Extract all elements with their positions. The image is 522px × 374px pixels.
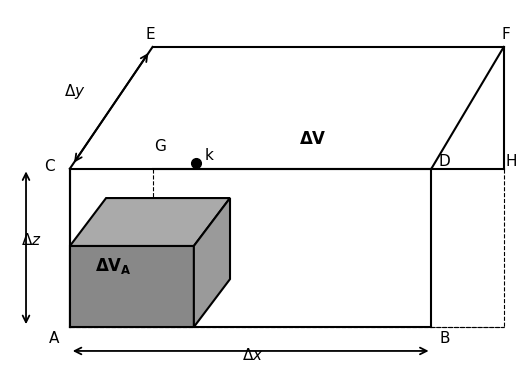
Text: A: A [49,331,60,346]
Polygon shape [70,198,230,246]
Text: $\mathbf{\Delta V_A}$: $\mathbf{\Delta V_A}$ [96,256,132,276]
Polygon shape [70,246,194,327]
Text: G: G [155,139,166,154]
Text: F: F [502,27,511,42]
Text: B: B [439,331,449,346]
Text: E: E [145,27,155,42]
Polygon shape [194,198,230,327]
Text: $\Delta y$: $\Delta y$ [64,82,86,101]
Text: D: D [438,154,450,169]
Text: H: H [506,154,517,169]
Text: k: k [205,148,214,163]
Text: C: C [44,159,55,174]
Text: $\mathbf{\Delta V}$: $\mathbf{\Delta V}$ [299,130,326,148]
Text: $\Delta z$: $\Delta z$ [21,232,42,248]
Text: $\Delta x$: $\Delta x$ [242,347,264,363]
